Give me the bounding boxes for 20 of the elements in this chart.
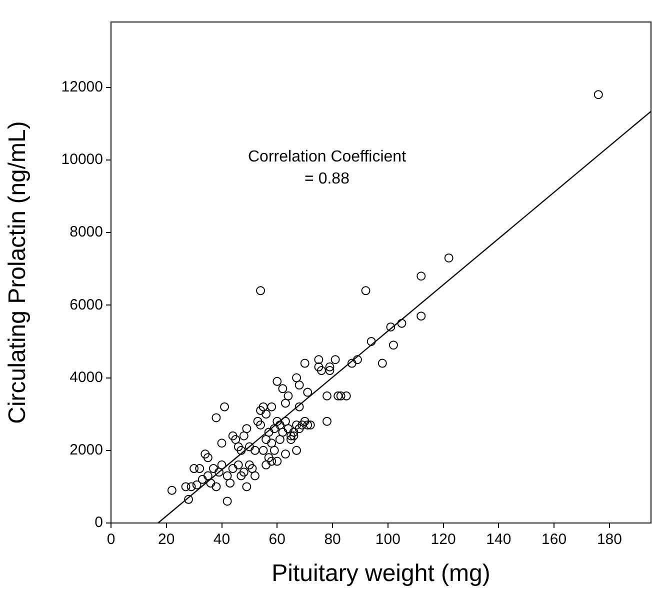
y-tick-label: 10000 (61, 151, 103, 168)
x-tick-label: 40 (213, 531, 230, 548)
y-axis-title: Circulating Prolactin (ng/mL) (4, 121, 32, 424)
x-tick-label: 160 (542, 531, 567, 548)
x-tick-label: 20 (158, 531, 175, 548)
y-tick-label: 2000 (70, 442, 103, 459)
x-axis-title: Pituitary weight (mg) (272, 560, 490, 588)
x-tick-label: 180 (596, 531, 622, 548)
x-tick-label: 120 (430, 531, 456, 548)
x-tick-label: 60 (268, 531, 286, 548)
x-tick-label: 80 (324, 531, 341, 548)
annotation: Correlation Coefficient = 0.88 (248, 148, 407, 188)
x-tick-label: 100 (375, 531, 400, 548)
y-tick-label: 0 (94, 514, 103, 532)
x-tick-label: 140 (486, 531, 512, 548)
x-tick-label: 0 (106, 531, 116, 548)
y-tick-label: 6000 (70, 296, 103, 314)
y-tick-label: 12000 (61, 78, 103, 96)
y-tick-label: 4000 (70, 368, 103, 386)
y-tick-label: 8000 (70, 224, 103, 241)
